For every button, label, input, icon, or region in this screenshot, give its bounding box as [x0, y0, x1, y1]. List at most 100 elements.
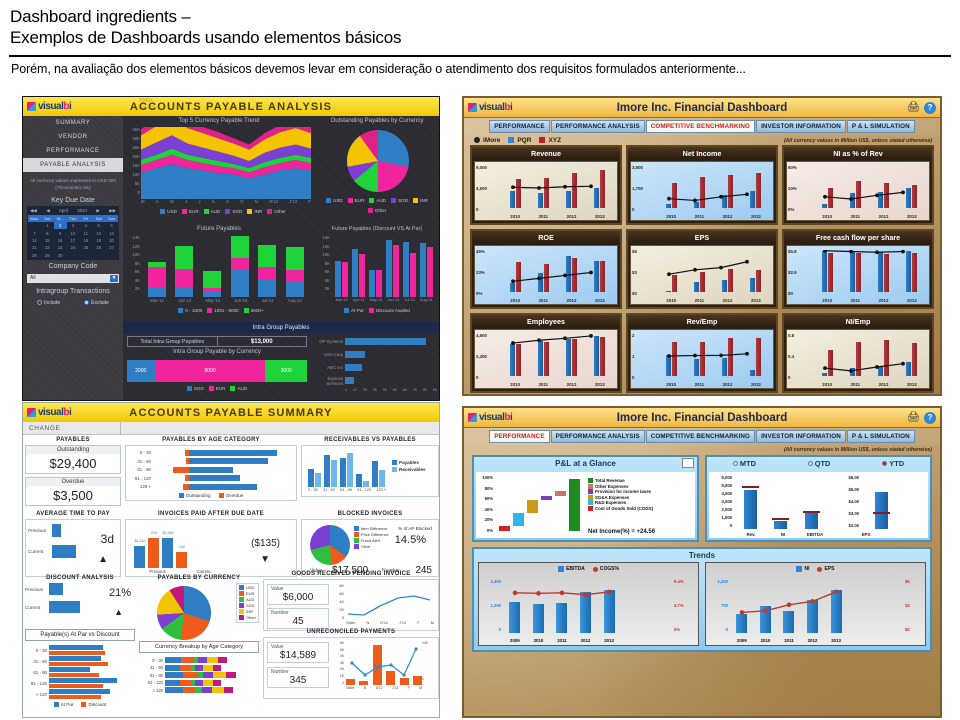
calendar-day[interactable]: 2: [54, 222, 67, 229]
radio-selected-icon[interactable]: [84, 300, 89, 305]
key-due-date-calendar[interactable]: ◀◀ ◀ April 2014 ▶ ▶▶ Mon Tue W... Thu Fri Sat…: [27, 206, 119, 260]
curr-break-seg: [213, 680, 221, 686]
calendar-day[interactable]: 23: [54, 244, 67, 251]
help-icon-2[interactable]: ?: [924, 412, 936, 424]
intragroup-exclude-radio[interactable]: Exclude: [84, 300, 109, 306]
calendar-day[interactable]: [92, 252, 105, 259]
change-label[interactable]: CHANGE: [23, 425, 60, 432]
calendar-day[interactable]: 5: [92, 222, 105, 229]
imore-bot-toolbar[interactable]: 🖨 ?: [907, 412, 936, 424]
calendar-day[interactable]: 4: [79, 222, 92, 229]
calendar-day[interactable]: 16: [54, 237, 67, 244]
unrec-xtick: F: [408, 686, 410, 690]
calendar-day[interactable]: 28: [28, 252, 41, 259]
help-icon[interactable]: ?: [924, 102, 936, 114]
calendar-day[interactable]: 18: [79, 237, 92, 244]
future-xtick: Jun-13: [234, 298, 247, 303]
imore-performance-dashboard[interactable]: visualbi Imore Inc. Financial Dashboard …: [462, 406, 942, 718]
calendar-day[interactable]: [28, 222, 41, 229]
ap-analysis-sidebar[interactable]: SUMMARY VENDOR PERFORMANCE PAYABLE ANALY…: [23, 116, 123, 401]
calendar-next-icon[interactable]: ▶: [96, 208, 99, 214]
calendar-header[interactable]: ◀◀ ◀ April 2014 ▶ ▶▶: [28, 207, 118, 215]
tab-performance-analysis[interactable]: PERFORMANCE ANALYSIS: [551, 120, 645, 133]
calendar-day[interactable]: 10: [67, 229, 80, 236]
calendar-day[interactable]: 19: [92, 237, 105, 244]
calendar-first-icon[interactable]: ◀◀: [30, 208, 37, 214]
intragroup-include-radio[interactable]: Include: [37, 300, 60, 306]
sidebar-item-vendor[interactable]: VENDOR: [23, 130, 123, 144]
card-x-axis: 2010 2011 2012 2013: [657, 214, 770, 219]
calendar-day[interactable]: 8: [41, 229, 54, 236]
calendar-day[interactable]: 6: [105, 222, 118, 229]
calendar-day[interactable]: 3: [67, 222, 80, 229]
calendar-day[interactable]: 14: [28, 237, 41, 244]
calendar-day[interactable]: 17: [67, 237, 80, 244]
ap-summary-subbar[interactable]: CHANGE: [23, 422, 439, 435]
disc-bucket-bars: [49, 667, 99, 677]
chevron-down-icon[interactable]: ▼: [110, 275, 118, 282]
intragroup-radio-group[interactable]: Include Exclude: [23, 297, 123, 309]
currency-legend-item: EUR: [239, 591, 256, 596]
period-mtd[interactable]: MTD: [733, 459, 756, 468]
card-ytick: 45%: [476, 249, 485, 254]
tab-performance[interactable]: PERFORMANCE: [489, 120, 549, 133]
bot-tab-p-l-simulation[interactable]: P & L SIMULATION: [847, 430, 915, 443]
accounts-payable-analysis-dashboard[interactable]: visualbi 5000+ Jun-13 ACCOUNTS PAYABLE A…: [22, 96, 440, 401]
tab-investor-information[interactable]: INVESTOR INFORMATION: [756, 120, 846, 133]
calendar-last-icon[interactable]: ▶▶: [109, 208, 116, 214]
calendar-day[interactable]: 15: [41, 237, 54, 244]
print-icon[interactable]: 🖨: [907, 102, 920, 113]
sidebar-item-summary[interactable]: SUMMARY: [23, 116, 123, 130]
calendar-day[interactable]: 25: [79, 244, 92, 251]
calendar-day[interactable]: 22: [41, 244, 54, 251]
tab-p-l-simulation[interactable]: P & L SIMULATION: [847, 120, 915, 133]
tab-competitive-benchmarking[interactable]: COMPETITIVE BENCHMARKING: [646, 120, 755, 133]
bot-tab-performance-analysis[interactable]: PERFORMANCE ANALYSIS: [551, 430, 645, 443]
currency-note-bot: (All currency values in Million US$, unl…: [464, 445, 940, 455]
bot-tab-investor-information[interactable]: INVESTOR INFORMATION: [756, 430, 846, 443]
imore-top-tabs[interactable]: PERFORMANCE PERFORMANCE ANALYSIS COMPETITI…: [464, 118, 940, 135]
card-ytick: 23%: [476, 270, 485, 275]
calendar-day[interactable]: 27: [105, 244, 118, 251]
legend-swatch: [225, 209, 230, 214]
calendar-day[interactable]: 12: [92, 229, 105, 236]
calendar-day[interactable]: 13: [105, 229, 118, 236]
sidebar-item-performance[interactable]: PERFORMANCE: [23, 144, 123, 158]
calendar-day-grid[interactable]: 1 2 3 4 5 6 7 8 9 10 11 12 13 14 15 16 17 18 19 20 21 22 23 24 2…: [28, 222, 118, 259]
grid-toggle-icon[interactable]: [682, 458, 694, 468]
calendar-day[interactable]: [67, 252, 80, 259]
calendar-day[interactable]: 1: [41, 222, 54, 229]
period-ytd[interactable]: YTD: [882, 459, 904, 468]
calendar-day[interactable]: 7: [28, 229, 41, 236]
imore-benchmarking-dashboard[interactable]: visualbi Imore Inc. Financial Dashboard …: [462, 96, 942, 396]
print-icon-2[interactable]: 🖨: [907, 412, 920, 423]
calendar-day[interactable]: 20: [105, 237, 118, 244]
imore-top-toolbar[interactable]: 🖨 ?: [907, 102, 936, 114]
bot-tab-competitive-benchmarking[interactable]: COMPETITIVE BENCHMARKING: [646, 430, 755, 443]
radio-icon[interactable]: [37, 300, 42, 305]
curr-break-seg: [165, 657, 181, 663]
age-caption: PAYABLES BY AGE CATEGORY: [125, 437, 297, 443]
unrec-xtick: N: [364, 686, 366, 690]
accounts-payable-summary-dashboard[interactable]: visualbi ACCOUNTS PAYABLE SUMMARY CHANGE…: [22, 402, 440, 718]
calendar-day[interactable]: 29: [41, 252, 54, 259]
sidebar-item-payable-analysis[interactable]: PAYABLE ANALYSIS: [23, 158, 123, 172]
calendar-day[interactable]: 30: [54, 252, 67, 259]
calendar-prev-icon[interactable]: ◀: [46, 208, 49, 214]
period-qtd[interactable]: QTD: [808, 459, 831, 468]
imore-bot-tabs[interactable]: PERFORMANCE PERFORMANCE ANALYSIS COMPETITI…: [464, 428, 940, 445]
calendar-day[interactable]: 9: [54, 229, 67, 236]
curr-break-seg: [165, 665, 180, 671]
calendar-day[interactable]: 11: [79, 229, 92, 236]
company-code-select[interactable]: All ▼: [27, 274, 119, 283]
bot-tab-performance[interactable]: PERFORMANCE: [489, 430, 549, 443]
period-selector[interactable]: MTD QTD YTD: [707, 457, 930, 470]
legend-swatch: [796, 566, 802, 572]
disc-legend-item: At Par: [54, 702, 74, 707]
calendar-day[interactable]: 26: [92, 244, 105, 251]
calendar-day[interactable]: [105, 252, 118, 259]
calendar-day[interactable]: 21: [28, 244, 41, 251]
calendar-day[interactable]: [79, 252, 92, 259]
calendar-day[interactable]: 24: [67, 244, 80, 251]
disc-bucket-label: 61 - 90: [25, 670, 49, 675]
